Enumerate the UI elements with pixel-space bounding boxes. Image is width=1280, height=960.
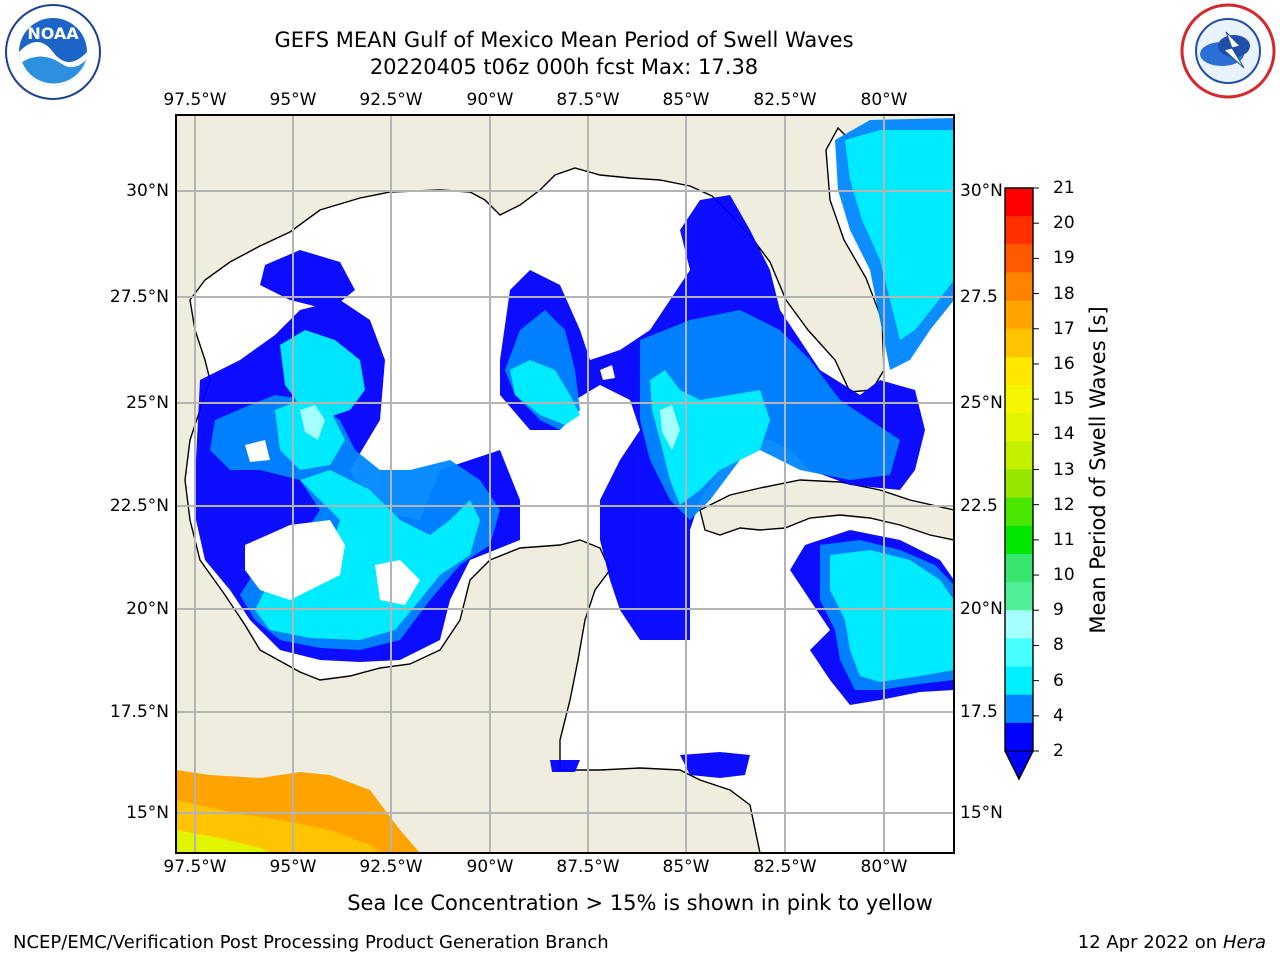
lon-label-top: 85°W: [662, 90, 710, 110]
colorbar-swatch: [1005, 413, 1033, 442]
nws-logo: [1180, 3, 1276, 99]
colorbar-tick-label: 19: [1053, 248, 1075, 269]
lat-label-left: 27.5°N: [109, 287, 169, 307]
lat-label-left: 20°N: [126, 599, 169, 619]
lat-label-left: 17.5°N: [109, 702, 169, 722]
colorbar-tick-label: 4: [1053, 705, 1064, 726]
lat-label-right: 25°N: [960, 393, 1003, 413]
sea-ice-field-core: [176, 830, 270, 853]
lon-label-top: 90°W: [466, 90, 514, 110]
colorbar-tick-label: 15: [1053, 389, 1075, 410]
swell-cyan: [255, 130, 954, 682]
lon-label-bottom: 80°W: [860, 857, 908, 877]
lon-label-top: 87.5°W: [556, 90, 620, 110]
lon-label-bottom: 87.5°W: [556, 857, 620, 877]
lon-label-bottom: 97.5°W: [163, 857, 227, 877]
colorbar-tick-label: 14: [1053, 424, 1075, 445]
map-frame: [175, 114, 955, 854]
sea-ice-note: Sea Ice Concentration > 15% is shown in …: [347, 891, 933, 915]
colorbar-swatch: [1005, 694, 1033, 724]
noaa-logo-text: NOAA: [27, 24, 79, 43]
lat-label-left: 30°N: [126, 181, 169, 201]
colorbar-swatch: [1005, 553, 1033, 583]
lon-label-top: 95°W: [269, 90, 317, 110]
colorbar-swatch: [1005, 328, 1033, 358]
colorbar-tick-label: 8: [1053, 635, 1064, 656]
lon-label-top: 97.5°W: [163, 90, 227, 110]
colorbar-tick-label: 9: [1053, 600, 1064, 621]
colorbar-tick-label: 18: [1053, 283, 1075, 304]
colorbar-tick-label: 16: [1053, 353, 1075, 374]
lon-label-top: 80°W: [860, 90, 908, 110]
run-machine: Hera: [1222, 932, 1266, 953]
swell-pale: [300, 405, 680, 450]
colorbar-tick-label: 2: [1053, 741, 1064, 761]
lon-label-bottom: 90°W: [466, 857, 514, 877]
lat-label-right: 30°N: [960, 181, 1003, 201]
colorbar-tick-label: 10: [1053, 565, 1075, 586]
colorbar-swatch: [1005, 722, 1033, 752]
colorbar-swatch: [1005, 385, 1033, 414]
chart-subtitle: 20220405 t06z 000h fcst Max: 17.38: [369, 55, 759, 79]
colorbar-swatch: [1005, 497, 1033, 527]
colorbar-swatch: [1005, 188, 1033, 217]
colorbar-swatch: [1005, 610, 1033, 639]
lat-label-right: 20°N: [960, 599, 1003, 619]
colorbar-tick-label: 13: [1053, 459, 1075, 480]
colorbar-swatch: [1005, 666, 1033, 696]
colorbar-tick-label: 20: [1053, 213, 1075, 234]
lon-label-top: 92.5°W: [359, 90, 423, 110]
colorbar-swatch: [1005, 582, 1033, 611]
colorbar-swatch: [1005, 356, 1033, 386]
colorbar-label: Mean Period of Swell Waves [s]: [1086, 306, 1110, 634]
colorbar-tick-label: 12: [1053, 494, 1075, 515]
lon-label-bottom: 85°W: [662, 857, 710, 877]
run-date: 12 Apr 2022 on Hera: [1078, 932, 1266, 953]
colorbar-swatch: [1005, 638, 1033, 668]
lon-label-bottom: 82.5°W: [753, 857, 817, 877]
lon-label-bottom: 92.5°W: [359, 857, 423, 877]
colorbar-tick-label: 21: [1053, 178, 1075, 198]
land-cuba: [699, 479, 954, 541]
lat-label-right: 17.5: [960, 702, 998, 722]
swell-gaps: [245, 365, 615, 605]
lat-label-right: 27.5: [960, 287, 998, 307]
colorbar-tick-label: 11: [1053, 529, 1075, 550]
lat-label-right: 15°N: [960, 803, 1003, 823]
colorbar-swatch: [1005, 244, 1033, 273]
run-date-text: 12 Apr 2022 on: [1077, 932, 1223, 953]
lon-label-bottom: 95°W: [269, 857, 317, 877]
colorbar-tick-label: 17: [1053, 318, 1075, 339]
colorbar-swatch: [1005, 272, 1033, 302]
lat-label-right: 22.5: [960, 496, 998, 516]
lat-label-left: 15°N: [126, 803, 169, 823]
colorbar-swatch: [1005, 525, 1033, 555]
colorbar-swatch: [1005, 300, 1033, 330]
colorbar-tick-label: 6: [1053, 670, 1064, 691]
colorbar-swatch: [1005, 216, 1033, 245]
chart-title: GEFS MEAN Gulf of Mexico Mean Period of …: [274, 28, 854, 52]
colorbar-swatch: [1005, 441, 1033, 470]
colorbar-frame: [1004, 187, 1034, 781]
lon-label-top: 82.5°W: [753, 90, 817, 110]
gridlines: [176, 115, 954, 853]
colorbar-extend-arrow: [1004, 750, 1034, 781]
colorbar-swatch: [1005, 469, 1033, 499]
branch-credit: NCEP/EMC/Verification Post Processing Pr…: [13, 932, 609, 953]
lat-label-left: 25°N: [126, 393, 169, 413]
lat-label-left: 22.5°N: [109, 496, 169, 516]
colorbar: [1004, 187, 1039, 781]
noaa-logo: NOAA: [5, 4, 101, 100]
